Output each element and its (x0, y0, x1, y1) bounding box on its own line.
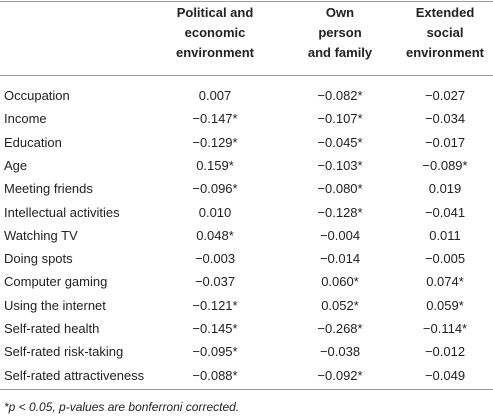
cell-value: 0.007 (198, 88, 232, 103)
cell-value: −0.082* (317, 88, 363, 103)
cell-value: 0.011 (429, 227, 461, 243)
cell-value: −0.012 (424, 344, 466, 360)
header-rule (0, 75, 493, 76)
cell-value: 0.074* (426, 274, 464, 290)
column-header: person (318, 25, 362, 40)
cell-value: −0.145* (192, 321, 238, 336)
cell-value: −0.027 (424, 88, 466, 103)
cell-value: −0.129* (192, 134, 238, 150)
cell-value: −0.038 (319, 344, 361, 360)
row-label: Self-rated risk-taking (4, 344, 124, 360)
cell-value: −0.041 (424, 204, 466, 220)
cell-value: −0.268* (317, 321, 363, 336)
cell-value: −0.045* (317, 134, 363, 150)
column-header: environment (405, 45, 485, 60)
column-header: Extended (415, 5, 475, 20)
cell-value: −0.095* (192, 344, 238, 360)
row-label: Income (4, 111, 47, 127)
cell-value: 0.059* (426, 297, 464, 313)
cell-value: −0.092* (317, 367, 363, 383)
column-header: economic (184, 25, 246, 40)
row-label: Self-rated attractiveness (4, 367, 145, 383)
row-label: Self-rated health (4, 321, 100, 336)
row-label: Intellectual activities (4, 204, 120, 220)
row-label: Meeting friends (4, 181, 93, 197)
cell-value: −0.049 (424, 367, 466, 383)
row-label: Age (4, 157, 28, 173)
row-label: Occupation (4, 88, 70, 103)
row-label: Education (4, 134, 62, 150)
row-label: Using the internet (4, 297, 106, 313)
cell-value: −0.128* (317, 204, 363, 220)
cell-value: −0.121* (192, 297, 238, 313)
footnote: *p < 0.05, p-values are bonferroni corre… (4, 400, 240, 414)
cell-value: −0.034 (424, 111, 466, 127)
cell-value: −0.080* (317, 181, 363, 197)
cell-value: −0.107* (317, 111, 363, 127)
column-header: environment (175, 45, 255, 60)
cell-value: −0.003 (194, 251, 236, 267)
cell-value: 0.048* (196, 227, 234, 243)
cell-value: 0.019 (428, 181, 462, 197)
column-header: Political and (176, 5, 254, 20)
column-header: Own (325, 5, 355, 20)
cell-value: 0.159* (196, 157, 234, 173)
cell-value: −0.103* (317, 157, 363, 173)
cell-value: 0.052* (321, 297, 359, 313)
cell-value: −0.114* (422, 321, 468, 336)
cell-value: −0.147* (192, 111, 238, 127)
cell-value: −0.089* (422, 157, 468, 173)
cell-value: −0.005 (424, 251, 466, 267)
row-label: Computer gaming (4, 274, 108, 290)
cell-value: −0.037 (194, 274, 236, 290)
top-rule (0, 1, 493, 2)
row-label: Watching TV (4, 227, 78, 243)
cell-value: 0.060* (321, 274, 359, 290)
cell-value: 0.010 (198, 204, 232, 220)
cell-value: −0.017 (424, 134, 466, 150)
cell-value: −0.088* (192, 367, 238, 383)
cell-value: −0.096* (192, 181, 238, 197)
row-label: Doing spots (4, 251, 73, 267)
bottom-rule (0, 389, 493, 390)
column-header: social (426, 25, 464, 40)
column-header: and family (307, 45, 373, 60)
cell-value: −0.014 (319, 251, 361, 267)
cell-value: −0.004 (319, 227, 361, 243)
